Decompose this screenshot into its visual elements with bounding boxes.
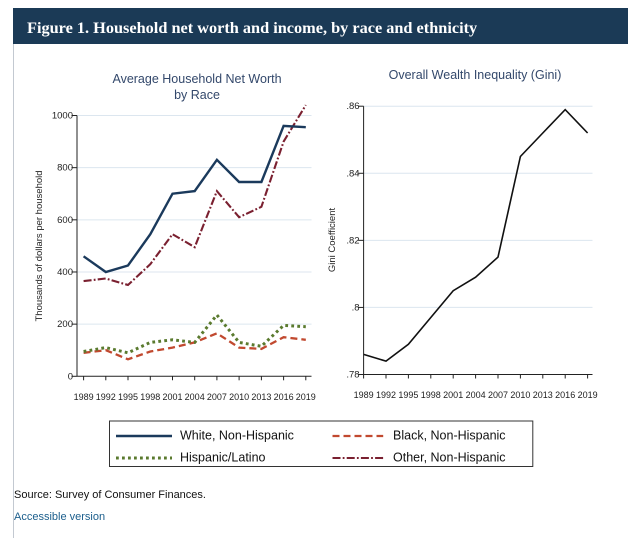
svg-text:1992: 1992 (376, 390, 396, 400)
svg-text:Gini Coefficient: Gini Coefficient (327, 208, 338, 273)
svg-text:2007: 2007 (488, 390, 508, 400)
svg-text:2004: 2004 (466, 390, 486, 400)
svg-text:.86: .86 (346, 101, 359, 112)
svg-text:1995: 1995 (118, 392, 138, 402)
svg-text:2007: 2007 (207, 392, 227, 402)
svg-text:White, Non-Hispanic: White, Non-Hispanic (180, 429, 294, 443)
svg-text:2019: 2019 (296, 392, 316, 402)
svg-text:.78: .78 (346, 370, 359, 381)
svg-text:2001: 2001 (162, 392, 182, 402)
svg-text:1000: 1000 (52, 111, 73, 122)
svg-text:2010: 2010 (229, 392, 249, 402)
svg-text:Overall Wealth Inequality (Gin: Overall Wealth Inequality (Gini) (389, 68, 562, 82)
svg-text:1989: 1989 (354, 390, 374, 400)
svg-text:2016: 2016 (274, 392, 294, 402)
svg-text:2013: 2013 (533, 390, 553, 400)
svg-text:1998: 1998 (140, 392, 160, 402)
svg-text:.8: .8 (352, 302, 360, 313)
svg-text:by Race: by Race (174, 88, 220, 102)
svg-text:2013: 2013 (251, 392, 271, 402)
svg-text:2016: 2016 (555, 390, 575, 400)
svg-text:800: 800 (57, 163, 73, 174)
svg-text:Other, Non-Hispanic: Other, Non-Hispanic (393, 451, 506, 465)
svg-text:Thousands of dollars per house: Thousands of dollars per household (34, 170, 45, 321)
svg-text:0: 0 (68, 371, 73, 382)
svg-text:1992: 1992 (96, 392, 116, 402)
svg-text:Hispanic/Latino: Hispanic/Latino (180, 451, 266, 465)
svg-text:Average Household Net Worth: Average Household Net Worth (112, 72, 281, 86)
svg-text:1989: 1989 (74, 392, 94, 402)
svg-text:.82: .82 (346, 235, 359, 246)
svg-text:400: 400 (57, 267, 73, 278)
svg-text:.84: .84 (346, 168, 359, 179)
svg-text:1995: 1995 (398, 390, 418, 400)
svg-text:2019: 2019 (578, 390, 598, 400)
svg-text:200: 200 (57, 319, 73, 330)
svg-text:2010: 2010 (510, 390, 530, 400)
svg-text:Black, Non-Hispanic: Black, Non-Hispanic (393, 429, 506, 443)
svg-text:2004: 2004 (185, 392, 205, 402)
svg-text:600: 600 (57, 215, 73, 226)
svg-text:2001: 2001 (443, 390, 463, 400)
svg-text:1998: 1998 (421, 390, 441, 400)
